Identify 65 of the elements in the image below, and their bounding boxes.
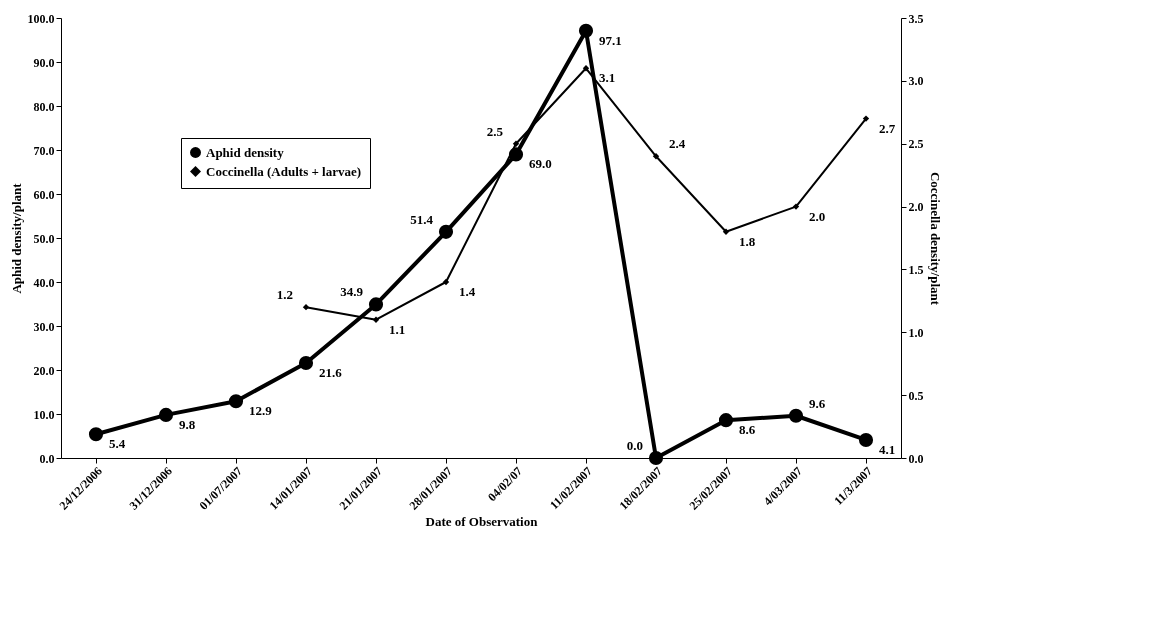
y2-tick-label: 0.5 <box>908 388 924 403</box>
point <box>302 303 310 311</box>
y-tick-label: 70.0 <box>33 143 55 158</box>
y2-tick-label: 2.0 <box>908 200 924 215</box>
legend-label: Aphid density <box>206 144 285 160</box>
data-label: 9.6 <box>809 395 826 411</box>
y2-tick-label: 1.5 <box>908 262 924 277</box>
legend-label: Coccinella (Adults + larvae) <box>206 163 362 179</box>
y-axis-title: Aphid density/plant <box>8 182 24 294</box>
point <box>512 140 520 147</box>
y2-axis-title: Coccinella density/plant <box>927 171 943 306</box>
data-label: 2.0 <box>809 208 826 224</box>
data-label: 97.1 <box>599 32 622 48</box>
data-label: 1.2 <box>276 287 293 303</box>
point <box>438 224 454 239</box>
y-tick-label: 90.0 <box>33 55 55 70</box>
point <box>158 407 174 422</box>
point <box>368 297 384 312</box>
data-label: 2.4 <box>669 136 686 152</box>
point <box>228 394 244 409</box>
data-label: 1.1 <box>389 321 406 337</box>
point <box>648 450 664 466</box>
point <box>722 228 730 235</box>
y-tick-label: 40.0 <box>33 275 55 290</box>
y-tick-label: 20.0 <box>33 363 55 378</box>
y2-tick-label: 2.5 <box>908 137 924 152</box>
data-label: 69.0 <box>529 156 552 172</box>
data-label: 5.4 <box>109 436 126 452</box>
point <box>582 65 590 72</box>
data-label: 12.9 <box>249 403 273 419</box>
point <box>862 115 870 122</box>
y-tick-label: 50.0 <box>33 231 55 246</box>
point <box>858 432 874 448</box>
point <box>718 413 734 428</box>
data-label: 8.6 <box>739 422 756 438</box>
data-label: 0.0 <box>626 438 643 453</box>
data-label: 34.9 <box>340 284 364 300</box>
y-tick-label: 10.0 <box>33 407 55 422</box>
point <box>652 153 660 160</box>
y-tick-label: 80.0 <box>33 99 55 114</box>
data-label: 51.4 <box>410 211 434 227</box>
data-label: 1.8 <box>739 233 756 249</box>
data-label: 3.1 <box>599 70 616 86</box>
y-tick-label: 100.0 <box>27 11 55 26</box>
y2-tick-label: 3.0 <box>908 74 924 89</box>
data-label: 2.7 <box>879 120 896 136</box>
x-axis-title: Date of Observation <box>425 513 539 529</box>
point <box>88 427 104 442</box>
point <box>372 316 380 323</box>
data-label: 2.5 <box>486 123 504 139</box>
data-label: 9.8 <box>179 416 196 432</box>
data-label: 4.1 <box>879 441 896 457</box>
point <box>788 408 804 423</box>
y-tick-label: 60.0 <box>33 187 55 202</box>
y2-tick-label: 0.0 <box>908 451 924 466</box>
y-tick-label: 30.0 <box>33 319 55 334</box>
data-label: 1.4 <box>459 284 476 299</box>
point <box>442 278 450 286</box>
point <box>792 203 800 210</box>
point <box>298 355 314 371</box>
data-label: 21.6 <box>319 364 343 380</box>
y2-tick-label: 3.5 <box>908 11 924 26</box>
y2-tick-label: 1.0 <box>908 325 924 340</box>
y-tick-label: 0.0 <box>39 451 55 466</box>
point <box>578 23 594 38</box>
